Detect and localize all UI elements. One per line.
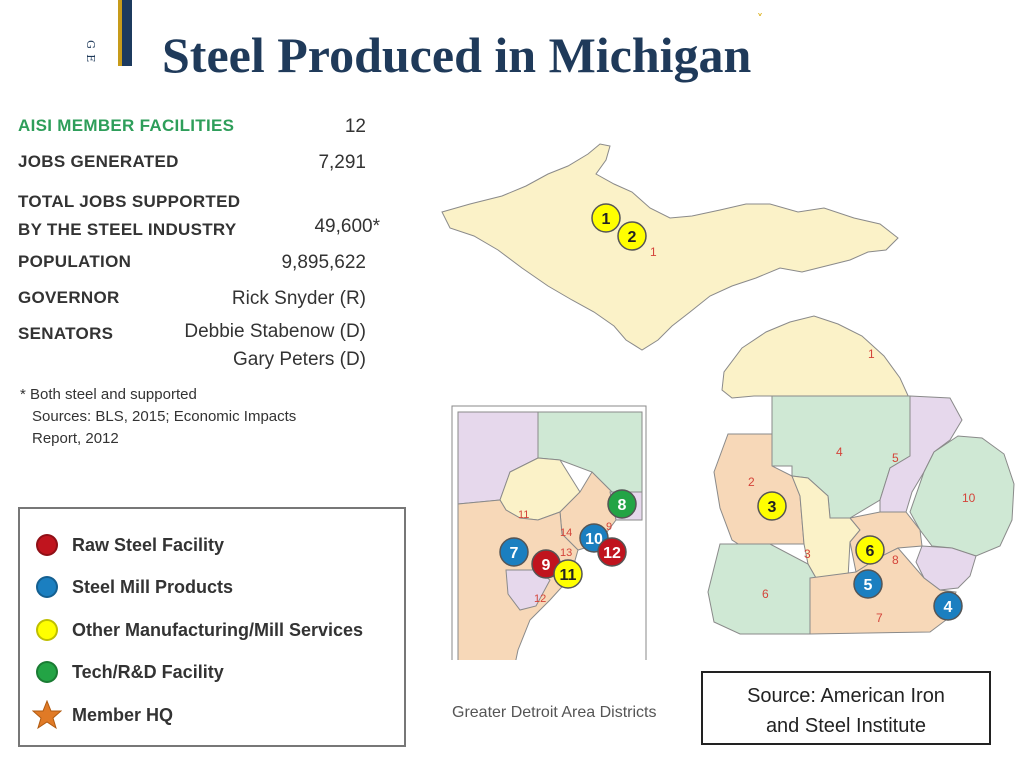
district-label: 5 [892, 451, 899, 465]
district-label: 3 [804, 547, 811, 561]
facility-marker-3[interactable]: 3 [757, 491, 787, 521]
district-5 [879, 395, 963, 513]
source-line: Source: American Iron [747, 685, 945, 707]
footnote-line: Sources: BLS, 2015; Economic Impacts [32, 408, 297, 425]
district-label: 6 [762, 587, 769, 601]
stat-row: AISI MEMBER FACILITIES 12 [18, 116, 388, 152]
facility-marker-2[interactable]: 2 [617, 221, 647, 251]
facility-marker-12[interactable]: 12 [597, 537, 627, 567]
district-10 [909, 435, 1015, 557]
stat-value: Debbie Stabenow (D) Gary Peters (D) [184, 318, 366, 374]
district-label: 1 [650, 245, 657, 259]
district-label: 2 [748, 475, 755, 489]
page-title: Steel Produced in Michigan [162, 27, 752, 83]
accent-bar [122, 0, 132, 66]
facility-marker-11[interactable]: 11 [553, 559, 583, 589]
inset-caption: Greater Detroit Area Districts [452, 704, 657, 721]
raw-steel-dot-icon [36, 534, 58, 556]
stat-label-line: TOTAL JOBS SUPPORTED [18, 192, 241, 211]
stat-row: TOTAL JOBS SUPPORTED BY THE STEEL INDUST… [18, 188, 388, 252]
stat-label-line: BY THE STEEL INDUSTRY [18, 220, 237, 239]
upper-peninsula [441, 143, 899, 351]
stat-row: JOBS GENERATED 7,291 [18, 152, 388, 188]
stat-value: 7,291 [318, 152, 366, 173]
stat-label: POPULATION [18, 252, 132, 271]
district-2 [713, 433, 805, 555]
facility-marker-5[interactable]: 5 [853, 569, 883, 599]
michigan-district-map: 1 1 2 3 4 5 6 7 8 10 11 12 13 14 9 1 [441, 143, 1015, 660]
detroit-area [915, 545, 977, 591]
inset-district-label: 9 [606, 521, 612, 533]
stat-row: GOVERNOR Rick Snyder (R) [18, 288, 388, 324]
marker-number: 9 [542, 557, 551, 574]
stat-value: Rick Snyder (R) [231, 288, 366, 309]
inset-district-label: 14 [560, 527, 572, 539]
district-label: 10 [962, 491, 976, 505]
footnote-line: * Both steel and supported [20, 386, 197, 403]
legend-item: Tech/R&D Facility [36, 658, 224, 686]
stat-value: 49,600* [314, 216, 380, 237]
source-line: and Steel Institute [765, 715, 927, 737]
state-stats-panel: AISI MEMBER FACILITIES 12 JOBS GENERATED… [18, 116, 388, 388]
stat-row: POPULATION 9,895,622 [18, 252, 388, 288]
legend-label: Steel Mill Products [72, 576, 234, 597]
facility-marker-4[interactable]: 4 [933, 591, 963, 621]
legend-label: Tech/R&D Facility [72, 661, 224, 682]
stat-value: 12 [344, 116, 366, 137]
footnote-line: Report, 2012 [32, 430, 119, 447]
accent-gold-bar [118, 0, 122, 66]
legend-item: Member HQ [32, 700, 174, 730]
mill-products-dot-icon [36, 576, 58, 598]
stat-label: AISI MEMBER FACILITIES [18, 116, 235, 135]
marker-number: 7 [510, 545, 519, 562]
legend-label: Raw Steel Facility [72, 534, 225, 555]
legend-item: Raw Steel Facility [36, 531, 224, 559]
district-label: 1 [868, 347, 875, 361]
facility-marker-8[interactable]: 8 [607, 489, 637, 519]
manufacturing-dot-icon [36, 619, 58, 641]
senator-name: Debbie Stabenow (D) [184, 321, 366, 342]
inset-district-label: 13 [560, 547, 572, 559]
source-box: Source: American Iron and Steel Institut… [701, 671, 991, 745]
tech-rd-dot-icon [36, 661, 58, 683]
marker-number: 6 [866, 543, 875, 560]
facility-marker-6[interactable]: 6 [855, 535, 885, 565]
stat-row: SENATORS Debbie Stabenow (D) Gary Peters… [18, 321, 388, 388]
marker-number: 10 [585, 531, 603, 548]
map-legend: Raw Steel Facility Steel Mill Products O… [18, 507, 406, 747]
gold-chevron-icon: ˅ [757, 12, 763, 26]
lower-peninsula-north [721, 315, 911, 401]
marker-number: 1 [602, 211, 611, 228]
facility-marker-7[interactable]: 7 [499, 537, 529, 567]
marker-number: 4 [944, 599, 953, 616]
footnote: * Both steel and supported Sources: BLS,… [20, 384, 296, 450]
marker-number: 5 [864, 577, 873, 594]
stat-label: GOVERNOR [18, 288, 120, 307]
legend-item: Other Manufacturing/Mill Services [36, 616, 363, 644]
district-label: 4 [836, 445, 843, 459]
detroit-inset-map: 11 12 13 14 9 [451, 405, 647, 660]
district-label: 7 [876, 611, 883, 625]
facility-marker-1[interactable]: 1 [591, 203, 621, 233]
legend-item: Steel Mill Products [36, 573, 233, 601]
legend-label: Other Manufacturing/Mill Services [72, 619, 364, 640]
senator-name: Gary Peters (D) [232, 349, 366, 370]
marker-number: 11 [560, 567, 577, 584]
side-label: G E [84, 40, 97, 64]
marker-number: 2 [628, 229, 637, 246]
marker-number: 3 [768, 499, 777, 516]
stat-label: TOTAL JOBS SUPPORTED BY THE STEEL INDUST… [18, 188, 240, 244]
stat-label: SENATORS [18, 324, 114, 343]
marker-number: 8 [618, 497, 627, 514]
legend-label: Member HQ [72, 704, 174, 725]
stat-value: 9,895,622 [281, 252, 366, 273]
inset-district-label: 12 [534, 593, 546, 605]
inset-district-label: 11 [518, 509, 529, 521]
member-hq-star-icon [32, 700, 62, 730]
marker-number: 12 [603, 545, 621, 562]
stat-label: JOBS GENERATED [18, 152, 179, 171]
district-label: 8 [892, 553, 899, 567]
